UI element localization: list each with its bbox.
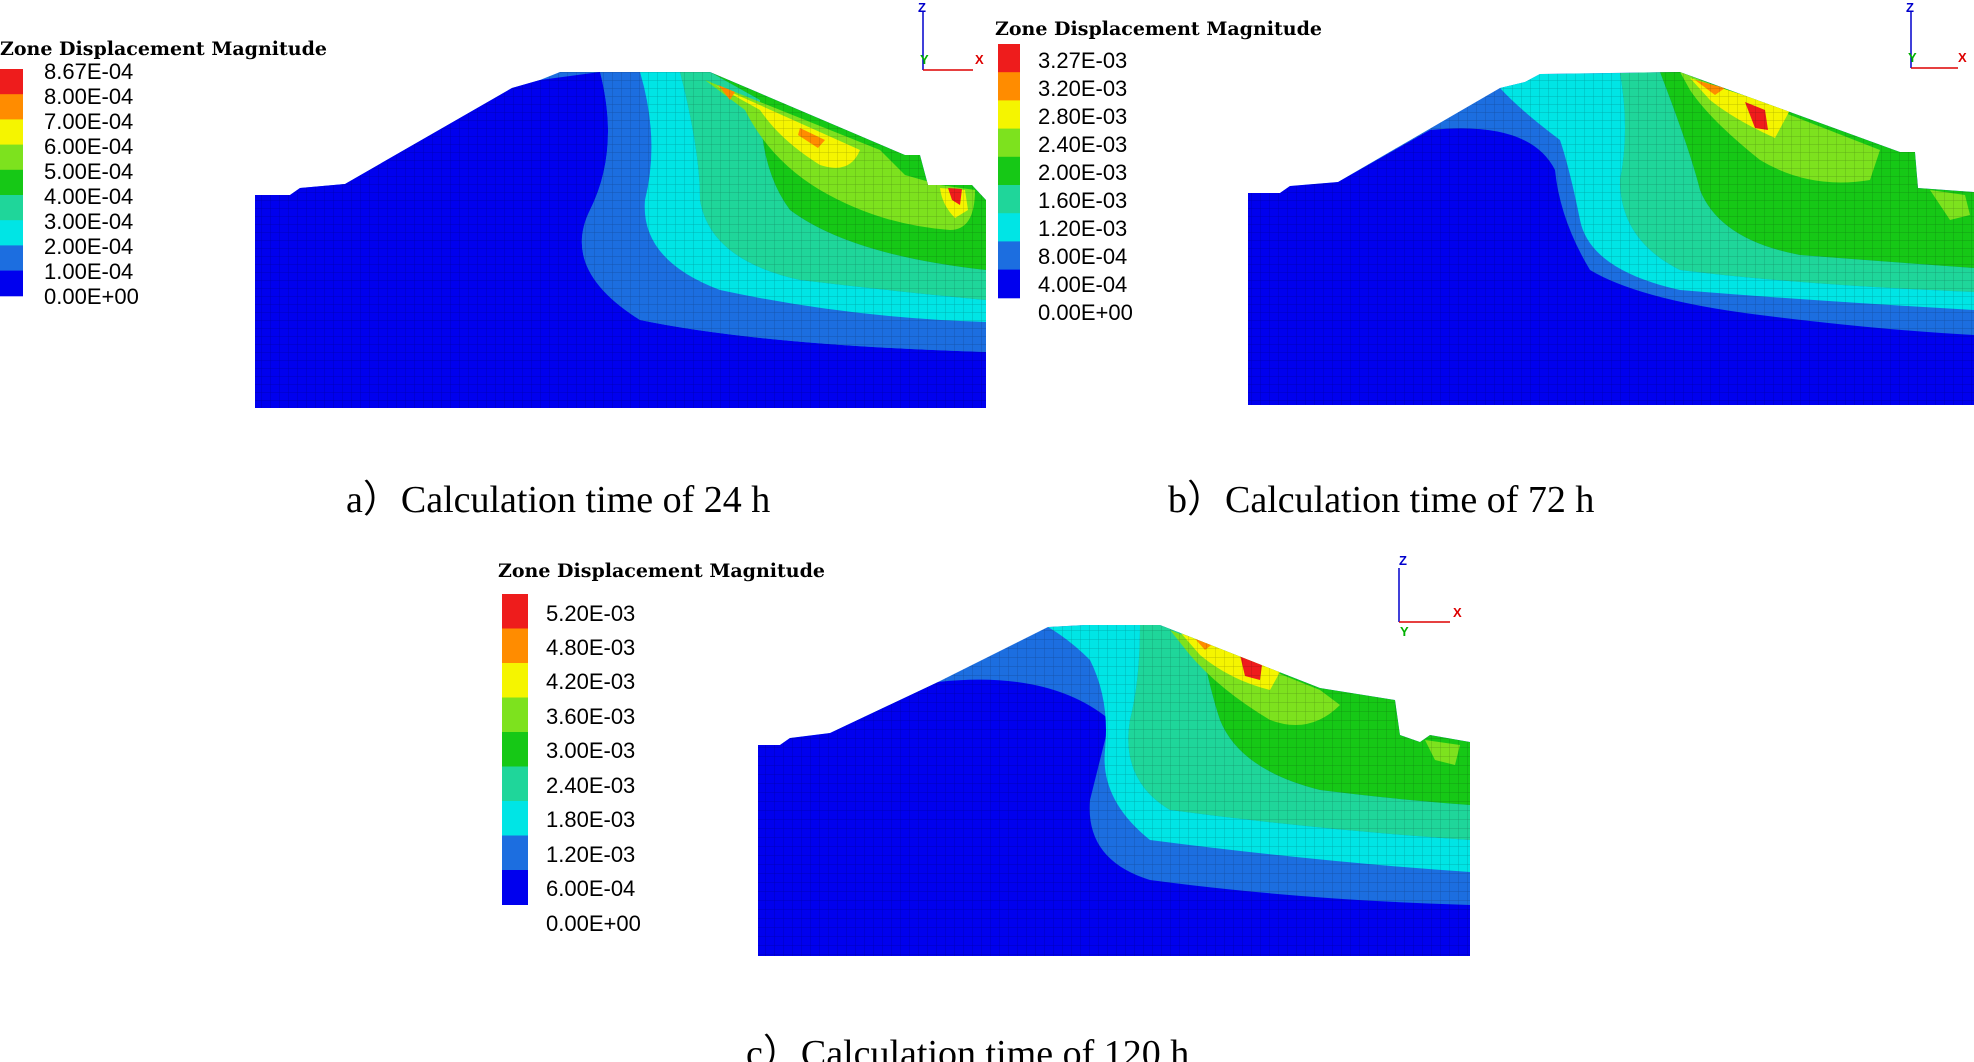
model-c <box>758 625 1470 956</box>
legend-label-a-8: 1.00E-04 <box>44 259 134 284</box>
legend-label-c-6: 1.80E-03 <box>546 807 636 832</box>
legend-label-c-0: 5.20E-03 <box>546 601 636 626</box>
legend-label-a-4: 5.00E-04 <box>44 159 134 184</box>
mesh-a <box>255 72 986 408</box>
legend-label-b-5: 1.60E-03 <box>1038 188 1128 213</box>
axis-z-label-c: Z <box>1399 553 1407 568</box>
legend-swatch-a-7 <box>0 245 23 272</box>
legend-title-c: Zone Displacement Magnitude <box>498 560 825 582</box>
legend-label-c-7: 1.20E-03 <box>546 842 636 867</box>
legend-label-c-8: 6.00E-04 <box>546 876 636 901</box>
legend-label-a-0: 8.67E-04 <box>44 59 134 84</box>
legend-swatch-b-2 <box>998 100 1020 130</box>
mesh-c <box>758 625 1470 956</box>
legend-label-b-0: 3.27E-03 <box>1038 48 1128 73</box>
legend-swatch-a-2 <box>0 119 23 146</box>
legend-label-c-3: 3.60E-03 <box>546 704 636 729</box>
axis-x-label-a: X <box>975 52 984 67</box>
legend-label-c-5: 2.40E-03 <box>546 773 636 798</box>
legend-label-c-2: 4.20E-03 <box>546 669 636 694</box>
legend-swatch-b-4 <box>998 156 1020 186</box>
legend-swatch-c-4 <box>502 732 528 767</box>
legend-label-b-2: 2.80E-03 <box>1038 104 1128 129</box>
axis-z-label-a: Z <box>918 0 926 15</box>
caption-a: a）Calculation time of 24 h <box>346 479 771 521</box>
legend-swatch-b-6 <box>998 213 1020 242</box>
legend-swatch-a-3 <box>0 144 23 171</box>
mesh-b <box>1248 72 1974 405</box>
legend-swatch-a-1 <box>0 94 23 120</box>
legend-swatch-b-8 <box>998 269 1020 299</box>
legend-label-c-4: 3.00E-03 <box>546 738 636 763</box>
model-b <box>1248 72 1974 405</box>
legend-swatch-a-6 <box>0 220 23 246</box>
axis-x-label-c: X <box>1453 605 1462 620</box>
axis-z-label-b: Z <box>1906 0 1914 15</box>
legend-swatch-c-5 <box>502 766 528 802</box>
legend-label-a-1: 8.00E-04 <box>44 84 134 109</box>
model-a <box>255 72 986 408</box>
legend-label-a-6: 3.00E-04 <box>44 209 134 234</box>
legend-label-a-9: 0.00E+00 <box>44 284 139 309</box>
legend-title-b: Zone Displacement Magnitude <box>995 18 1322 40</box>
legend-swatch-b-3 <box>998 128 1020 158</box>
legend-swatch-c-1 <box>502 628 528 664</box>
legend-label-b-8: 4.00E-04 <box>1038 272 1128 297</box>
legend-swatch-c-7 <box>502 835 528 871</box>
axis-y-label-b: Y <box>1908 50 1917 65</box>
legend-swatch-c-0 <box>502 594 528 629</box>
legend-label-a-7: 2.00E-04 <box>44 234 134 259</box>
legend-label-a-2: 7.00E-04 <box>44 109 134 134</box>
legend-swatch-a-4 <box>0 169 23 196</box>
legend-title-a: Zone Displacement Magnitude <box>0 38 327 60</box>
legend-label-b-9: 0.00E+00 <box>1038 300 1133 325</box>
axis-y-label-a: Y <box>920 52 929 67</box>
legend-swatch-c-8 <box>502 870 528 905</box>
axis-triad-c: Z X Y <box>1398 553 1462 639</box>
legend-swatch-b-1 <box>998 72 1020 101</box>
legend-swatch-c-6 <box>502 801 528 836</box>
legend-swatch-a-0 <box>0 69 23 95</box>
legend-label-b-6: 1.20E-03 <box>1038 216 1128 241</box>
axis-triad-a: Z X Y <box>918 0 984 71</box>
legend-swatch-b-0 <box>998 44 1020 73</box>
axis-x-label-b: X <box>1958 50 1967 65</box>
legend-label-b-3: 2.40E-03 <box>1038 132 1128 157</box>
caption-c: c）Calculation time of 120 h <box>746 1033 1190 1062</box>
legend-label-a-3: 6.00E-04 <box>44 134 134 159</box>
legend-swatch-c-2 <box>502 663 528 698</box>
legend-swatches <box>0 44 1020 905</box>
legend-swatch-b-7 <box>998 241 1020 271</box>
legend-label-a-5: 4.00E-04 <box>44 184 134 209</box>
legend-label-b-4: 2.00E-03 <box>1038 160 1128 185</box>
legend-label-b-1: 3.20E-03 <box>1038 76 1128 101</box>
legend-swatch-a-8 <box>0 270 23 297</box>
axis-triad-b: Z X Y <box>1906 0 1967 69</box>
legend-label-c-1: 4.80E-03 <box>546 635 636 660</box>
caption-b: b）Calculation time of 72 h <box>1168 479 1595 521</box>
legend-label-b-7: 8.00E-04 <box>1038 244 1128 269</box>
legend-swatch-c-3 <box>502 697 528 733</box>
axis-y-label-c: Y <box>1400 624 1409 639</box>
legend-swatch-b-5 <box>998 185 1020 214</box>
legend-label-c-9: 0.00E+00 <box>546 911 641 936</box>
legend-swatch-a-5 <box>0 195 23 221</box>
